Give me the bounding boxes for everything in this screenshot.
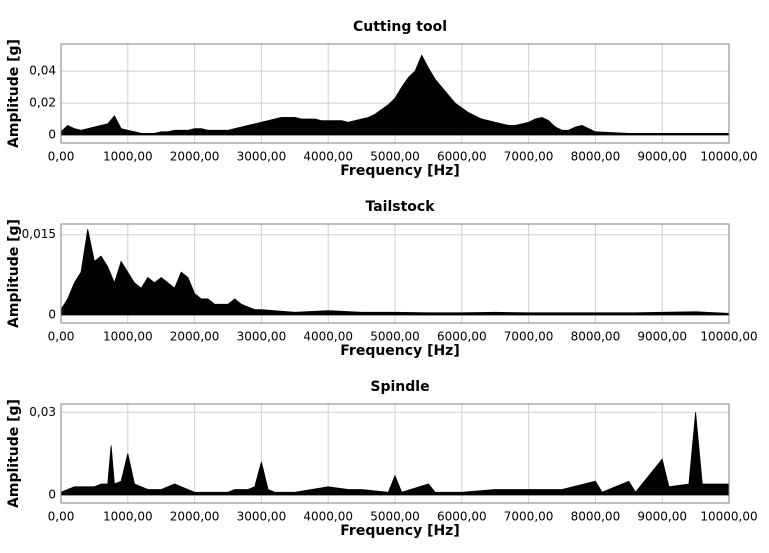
x-axis-label: Frequency [Hz] — [340, 163, 459, 179]
x-tick-label: 6000,00 — [437, 150, 487, 164]
x-tick-label: 5000,00 — [370, 510, 420, 524]
y-tick-label: 0 — [48, 488, 56, 502]
spectrum — [60, 412, 730, 496]
y-tick-label: 0,015 — [22, 227, 56, 241]
plot-frame — [60, 223, 730, 324]
x-tick-label: 10000,00 — [700, 510, 757, 524]
y-tick-label: 0,03 — [29, 405, 56, 419]
x-tick-label: 1000,00 — [103, 330, 153, 344]
x-tick-label: 7000,00 — [504, 510, 554, 524]
x-tick-label: 4000,00 — [303, 510, 353, 524]
x-tick-label: 0,00 — [48, 510, 75, 524]
y-tick-label: 0,02 — [29, 96, 56, 110]
spectrum — [60, 54, 730, 136]
y-axis-label: Amplitude [g] — [6, 399, 22, 508]
y-tick-label: 0 — [48, 307, 56, 321]
plot-frame — [60, 43, 730, 144]
x-tick-label: 9000,00 — [637, 330, 687, 344]
x-tick-label: 2000,00 — [170, 330, 220, 344]
chart-title: Tailstock — [365, 199, 435, 215]
x-tick-label: 3000,00 — [237, 150, 287, 164]
x-tick-label: 6000,00 — [437, 510, 487, 524]
x-tick-label: 8000,00 — [571, 330, 621, 344]
x-tick-label: 4000,00 — [303, 330, 353, 344]
x-tick-label: 5000,00 — [370, 330, 420, 344]
plot-frame — [60, 403, 730, 504]
x-tick-label: 1000,00 — [103, 510, 153, 524]
x-tick-label: 9000,00 — [637, 510, 687, 524]
chart-title: Cutting tool — [353, 19, 447, 35]
y-axis-label: Amplitude [g] — [6, 219, 22, 328]
x-tick-label: 9000,00 — [637, 150, 687, 164]
x-tick-label: 8000,00 — [571, 150, 621, 164]
x-tick-label: 4000,00 — [303, 150, 353, 164]
x-tick-label: 1000,00 — [103, 150, 153, 164]
x-tick-label: 10000,00 — [700, 330, 757, 344]
x-tick-label: 2000,00 — [170, 510, 220, 524]
x-tick-label: 0,00 — [48, 330, 75, 344]
x-tick-label: 0,00 — [48, 150, 75, 164]
chart-title: Spindle — [370, 379, 429, 395]
spectrum — [60, 229, 730, 316]
x-tick-label: 7000,00 — [504, 150, 554, 164]
x-tick-label: 2000,00 — [170, 150, 220, 164]
x-tick-label: 3000,00 — [237, 510, 287, 524]
x-tick-label: 5000,00 — [370, 150, 420, 164]
x-axis-label: Frequency [Hz] — [340, 523, 459, 539]
y-tick-label: 0,04 — [29, 64, 56, 78]
y-axis-label: Amplitude [g] — [6, 39, 22, 148]
x-axis-label: Frequency [Hz] — [340, 343, 459, 359]
x-tick-label: 6000,00 — [437, 330, 487, 344]
y-tick-label: 0 — [48, 128, 56, 142]
x-tick-label: 8000,00 — [571, 510, 621, 524]
x-tick-label: 7000,00 — [504, 330, 554, 344]
x-tick-label: 10000,00 — [700, 150, 757, 164]
x-tick-label: 3000,00 — [237, 330, 287, 344]
